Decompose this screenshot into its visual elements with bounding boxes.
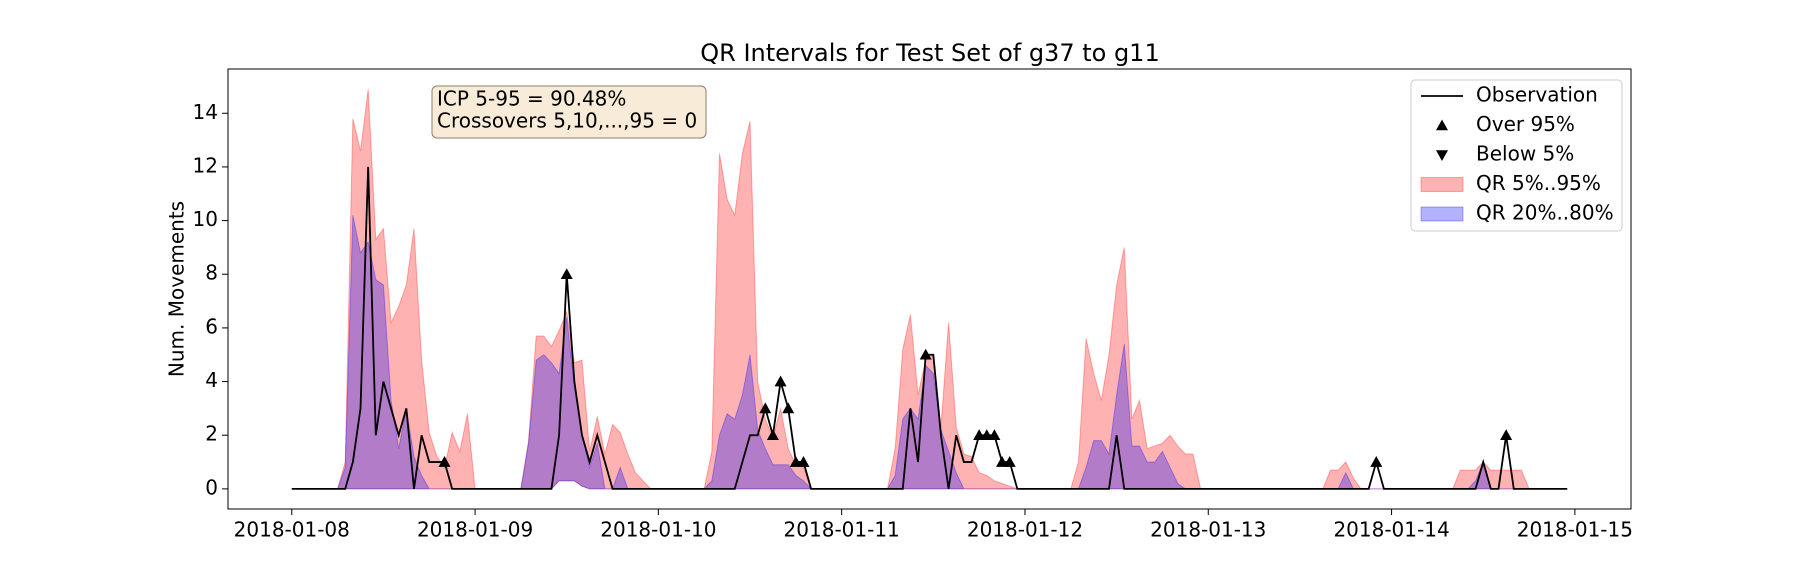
marker	[759, 402, 772, 414]
chart-title: QR Intervals for Test Set of g37 to g11	[700, 39, 1159, 67]
legend-label: QR 5%..95%	[1476, 171, 1601, 195]
observation-line	[291, 166, 1568, 490]
y-tick-label: 12	[193, 153, 218, 177]
marker	[988, 429, 1001, 441]
marker	[766, 429, 779, 441]
x-tick-label: 2018-01-14	[1333, 518, 1449, 542]
x-tick-label: 2018-01-10	[600, 518, 716, 542]
x-tick-label: 2018-01-15	[1517, 518, 1633, 542]
legend-label: Over 95%	[1476, 112, 1575, 136]
y-tick-label: 8	[205, 261, 218, 285]
y-tick-label: 0	[205, 475, 218, 499]
y-tick-label: 10	[193, 207, 218, 231]
marker	[560, 268, 573, 280]
marker	[774, 375, 787, 387]
marker	[996, 456, 1009, 467]
y-tick-label: 4	[205, 368, 218, 392]
x-tick-label: 2018-01-09	[417, 518, 533, 542]
legend-handle	[1420, 206, 1464, 222]
marker	[782, 402, 795, 414]
legend-box	[1410, 79, 1623, 232]
marker	[438, 456, 451, 467]
legend-handle	[1436, 119, 1448, 131]
legend: Observation Over 95% Below 5% QR 5%..95% QR …	[1410, 79, 1623, 232]
x-tick-label: 2018-01-08	[234, 518, 350, 542]
marker	[1500, 429, 1513, 441]
marker	[797, 456, 810, 467]
legend-label: QR 20%..80%	[1476, 201, 1614, 225]
x-tick-label: 2018-01-13	[1150, 518, 1266, 542]
y-tick-label: 2	[205, 422, 218, 446]
annotation-text: ICP 5-95 = 90.48%	[437, 87, 626, 111]
legend-label: Below 5%	[1476, 142, 1574, 166]
x-tick-label: 2018-01-12	[967, 518, 1083, 542]
y-tick-label: 6	[205, 314, 218, 338]
annotation-box	[431, 85, 707, 139]
x-tick-label: 2018-01-11	[784, 518, 900, 542]
axes-frame	[227, 68, 1632, 510]
marker	[789, 456, 802, 467]
legend-handle	[1436, 150, 1448, 161]
marker	[919, 348, 932, 360]
annotation: ICP 5-95 = 90.48%Crossovers 5,10,...,95 …	[431, 85, 707, 139]
marker	[980, 429, 993, 441]
annotation-text: Crossovers 5,10,...,95 = 0	[437, 109, 697, 133]
y-axis-label: Num. Movements	[165, 201, 189, 377]
marker	[973, 429, 986, 441]
marker	[1003, 456, 1016, 467]
marker	[1370, 456, 1383, 467]
y-tick-label: 14	[193, 100, 218, 124]
legend-handle	[1420, 177, 1464, 192]
legend-label: Observation	[1476, 83, 1598, 107]
